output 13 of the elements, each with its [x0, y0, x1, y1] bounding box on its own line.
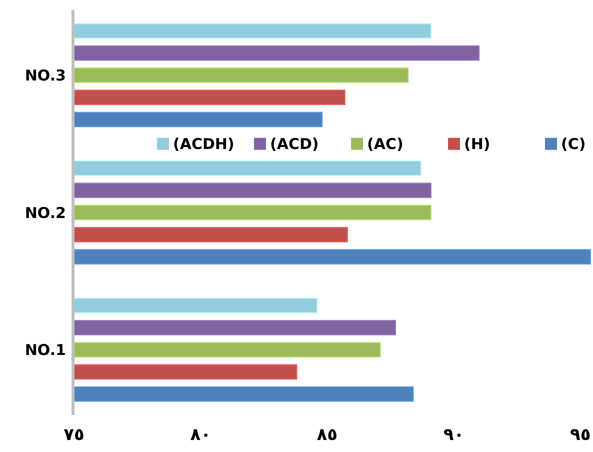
y-tick-label: NO.1	[24, 341, 66, 360]
x-tick-label: ٩٠	[443, 425, 464, 445]
x-tick-label: ٩٥	[570, 425, 591, 445]
x-tick-label: ٨٠	[190, 425, 211, 445]
x-tick-label: ٧٥	[64, 425, 84, 445]
legend-label: (ACDH)	[173, 135, 234, 154]
y-tick-label: NO.3	[24, 66, 66, 84]
legend-label: (H)	[464, 135, 490, 154]
legend-label: (ACD)	[270, 135, 319, 154]
x-tick-label: ٨٥	[316, 425, 338, 445]
legend-label: (C)	[561, 135, 586, 154]
legend-label: (AC)	[367, 135, 404, 154]
y-tick-label: NO.2	[24, 204, 66, 222]
